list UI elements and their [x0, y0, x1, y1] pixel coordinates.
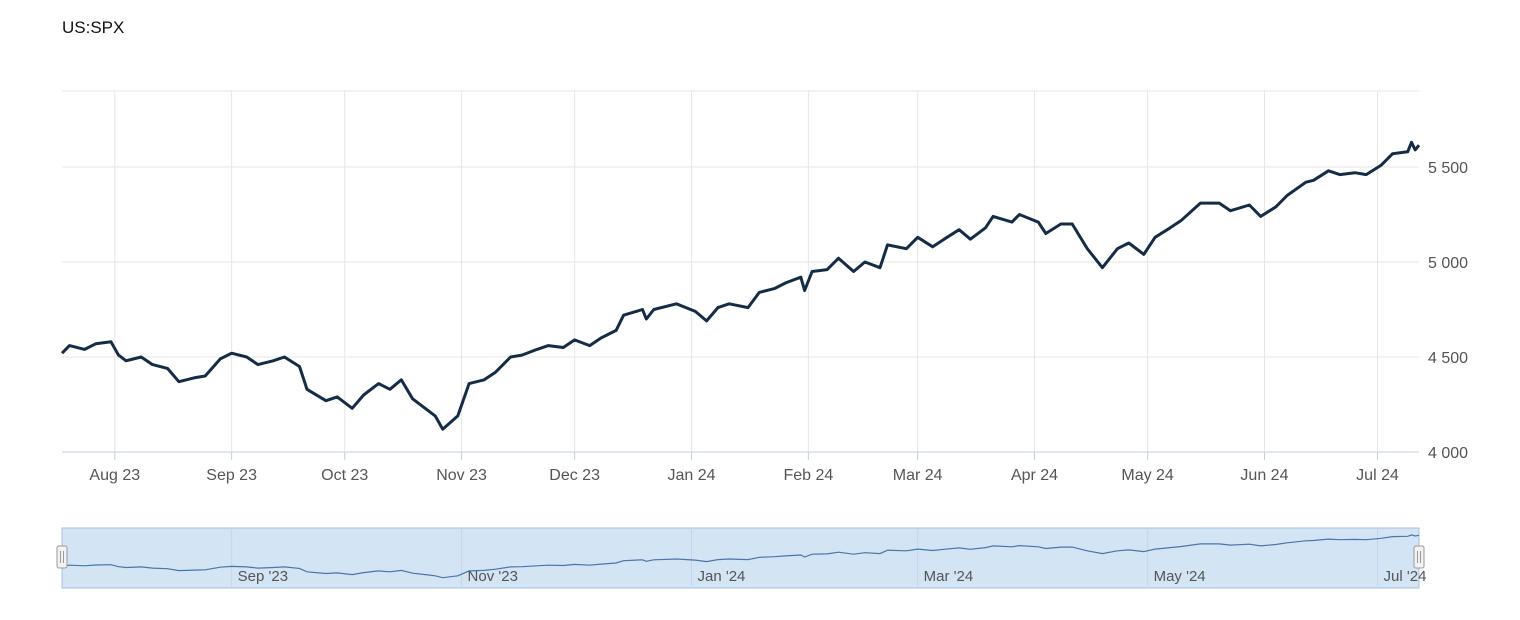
- navigator-handle-right[interactable]: [1413, 545, 1425, 569]
- x-tick-label: May 24: [1121, 467, 1174, 484]
- navigator-tick-label: Sep '23: [238, 568, 288, 585]
- navigator-tick-label: May '24: [1154, 568, 1206, 585]
- y-tick-label: 4 500: [1428, 350, 1468, 367]
- x-tick-label: Mar 24: [893, 467, 943, 484]
- x-tick-label: Oct 23: [321, 467, 368, 484]
- series-line: [60, 140, 1421, 431]
- x-tick-label: Apr 24: [1011, 467, 1058, 484]
- x-tick-label: Jun 24: [1240, 467, 1288, 484]
- y-tick-label: 5 000: [1428, 255, 1468, 272]
- navigator-tick-label: Jul '24: [1384, 568, 1427, 585]
- x-tick-label: Jan 24: [667, 467, 715, 484]
- grid-lines: [62, 90, 1419, 460]
- navigator-series-line: [61, 534, 1420, 579]
- navigator-tick-label: Jan '24: [697, 568, 745, 585]
- x-tick-label: Sep 23: [206, 467, 257, 484]
- navigator-tick-label: Mar '24: [924, 568, 974, 585]
- chart-title: US:SPX: [62, 18, 125, 37]
- x-tick-label: Nov 23: [436, 467, 487, 484]
- navigator-tick-label: Nov '23: [468, 568, 518, 585]
- x-tick-label: Aug 23: [89, 467, 140, 484]
- x-axis-labels: Aug 23 Sep 23 Oct 23 Nov 23 Dec 23 Jan 24 Feb …: [89, 467, 1399, 484]
- x-tick-label: Feb 24: [783, 467, 833, 484]
- y-axis-labels: 4 000 4 500 5 000 5 500: [1428, 160, 1468, 462]
- y-tick-label: 4 000: [1428, 445, 1468, 462]
- navigator[interactable]: Sep '23 Nov '23 Jan '24 Mar '24 May '24 Jul '…: [56, 527, 1427, 589]
- navigator-handle-left[interactable]: [56, 545, 68, 569]
- navigator-selection[interactable]: [61, 527, 1420, 589]
- x-tick-label: Jul 24: [1356, 467, 1399, 484]
- y-tick-label: 5 500: [1428, 160, 1468, 177]
- x-tick-label: Dec 23: [549, 467, 600, 484]
- price-series: [60, 140, 1421, 431]
